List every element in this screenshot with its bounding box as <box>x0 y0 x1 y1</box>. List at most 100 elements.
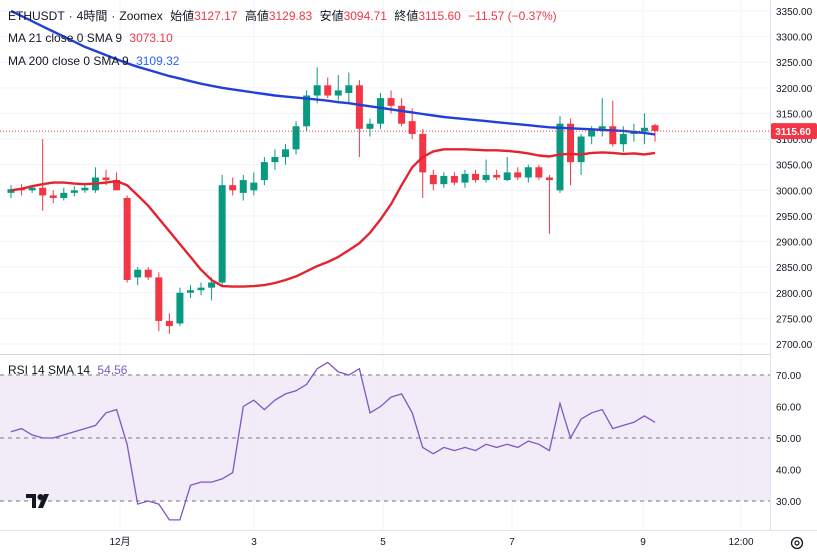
candle-body <box>176 292 184 324</box>
low-value: 3094.71 <box>343 9 387 23</box>
ma200-legend[interactable]: MA 200 close 0 SMA 9 3109.32 <box>8 54 183 68</box>
ma200-label: MA 200 close 0 SMA 9 <box>8 54 129 68</box>
candle-body <box>260 162 268 181</box>
rsi-tick-label: 70.00 <box>776 371 801 382</box>
tradingview-logo-icon <box>26 494 49 508</box>
candle-body <box>472 173 480 181</box>
exchange-label: Zoomex <box>119 9 163 23</box>
rsi-legend[interactable]: RSI 14 SMA 14 54.56 <box>8 363 131 377</box>
settings-icon[interactable] <box>790 536 804 550</box>
candle-body <box>218 185 226 283</box>
symbol-name[interactable]: ETHUSDT <box>8 9 65 23</box>
price-tick-label: 2950.00 <box>776 212 813 223</box>
time-tick-label: 5 <box>380 537 386 548</box>
last-price-badge <box>771 123 817 140</box>
close-value: 3115.60 <box>418 9 461 23</box>
rsi-tick-label: 60.00 <box>776 403 801 414</box>
candle-body <box>155 277 163 321</box>
rsi-line <box>10 361 656 521</box>
candle-body <box>28 187 36 191</box>
rsi-tick-label: 40.00 <box>776 466 801 477</box>
change-value: −11.57 (−0.37%) <box>468 9 557 23</box>
rsi-label: RSI 14 SMA 14 <box>8 363 91 377</box>
candle-body <box>144 269 152 278</box>
rsi-value: 54.56 <box>97 363 128 377</box>
candle-body <box>303 95 311 127</box>
last-price-label: 3115.60 <box>775 127 811 138</box>
candle-body <box>619 133 627 145</box>
candle-body <box>208 282 216 288</box>
last-price-marker: 3115.60 <box>0 123 817 140</box>
candle-body <box>514 172 522 178</box>
time-tick-label: 12月 <box>109 536 130 548</box>
rsi-series <box>10 361 656 521</box>
open-label: 始値 <box>170 9 195 23</box>
candle-body <box>440 175 448 185</box>
candle-body <box>113 180 121 191</box>
candle-body <box>545 177 553 181</box>
price-tick-label: 3150.00 <box>776 109 813 120</box>
candle-body <box>355 85 363 129</box>
price-axis[interactable]: 3350.00 3300.00 3250.00 3200.00 3150.00 3100.… <box>776 7 813 351</box>
candle-body <box>524 167 532 178</box>
price-tick-label: 3000.00 <box>776 186 813 197</box>
price-tick-label: 3200.00 <box>776 84 813 95</box>
rsi-levels <box>0 374 770 502</box>
candle-body <box>556 123 564 191</box>
candle-body <box>450 175 458 183</box>
candle-body <box>239 180 247 193</box>
candle-body <box>102 177 110 181</box>
high-label: 高値 <box>244 9 269 23</box>
ma21-label: MA 21 close 0 SMA 9 <box>8 31 123 45</box>
candle-body <box>134 269 142 278</box>
price-tick-label: 2850.00 <box>776 263 813 274</box>
candle-body <box>429 174 437 185</box>
time-tick-label: 9 <box>640 537 646 548</box>
interval-label[interactable]: 4時間 <box>76 9 108 23</box>
candle-body <box>271 157 279 163</box>
candle-body <box>640 127 648 132</box>
price-tick-label: 3100.00 <box>776 135 813 146</box>
candle-body <box>313 85 321 96</box>
rsi-tick-label: 50.00 <box>776 434 801 445</box>
time-tick-label: 3 <box>251 537 257 548</box>
candle-body <box>7 189 15 193</box>
ma21-value: 3073.10 <box>129 31 173 45</box>
candle-body <box>461 173 469 183</box>
candle-body <box>250 182 258 191</box>
time-tick-label: 7 <box>509 537 515 548</box>
ma21-legend[interactable]: MA 21 close 0 SMA 9 3073.10 <box>8 31 177 45</box>
candle-body <box>377 98 385 124</box>
candle-body <box>598 126 606 129</box>
candle-body <box>39 187 47 196</box>
candle-body <box>81 187 89 191</box>
candle-body <box>345 85 353 93</box>
candle-body <box>577 136 585 163</box>
candles <box>7 67 659 334</box>
price-tick-label: 2700.00 <box>776 340 813 351</box>
candle-body <box>482 174 490 181</box>
time-tick-label: 12:00 <box>728 537 753 548</box>
candle-body <box>334 90 342 96</box>
low-label: 安値 <box>319 9 344 23</box>
candle-body <box>70 190 78 193</box>
moving-averages <box>10 9 656 288</box>
candle-body <box>567 123 575 163</box>
price-tick-label: 2800.00 <box>776 289 813 300</box>
candle-body <box>588 128 596 137</box>
ma200-line <box>10 9 656 136</box>
price-tick-label: 2750.00 <box>776 314 813 325</box>
candle-body <box>366 123 374 129</box>
candle-body <box>503 172 511 181</box>
ma200-value: 3109.32 <box>136 54 180 68</box>
price-tick-label: 3250.00 <box>776 58 813 69</box>
candle-body <box>493 174 501 178</box>
price-tick-label: 3050.00 <box>776 161 813 172</box>
close-label: 終値 <box>394 9 419 23</box>
candle-body <box>229 185 237 191</box>
candle-body <box>186 290 194 293</box>
time-axis[interactable]: 12月 3 5 7 9 12:00 <box>109 536 754 548</box>
rsi-axis[interactable]: 70.00 60.00 50.00 40.00 30.00 <box>776 371 801 508</box>
price-tick-label: 3300.00 <box>776 33 813 44</box>
